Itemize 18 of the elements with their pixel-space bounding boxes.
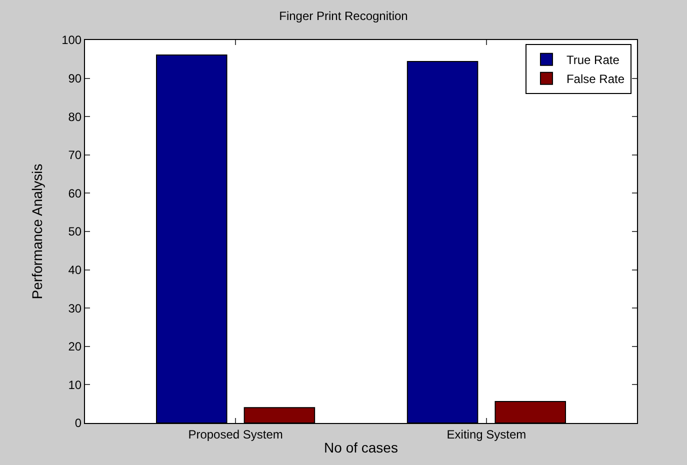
y-tick-label: 30 — [68, 301, 82, 316]
y-tick-label: 90 — [68, 72, 82, 86]
x-tick-label: Exiting System — [446, 427, 526, 442]
y-axis-title: Performance Analysis — [29, 164, 46, 300]
y-tick-label: 0 — [74, 416, 82, 430]
y-tick-label: 50 — [68, 224, 82, 239]
legend-label: False Rate — [566, 72, 625, 86]
y-tick-label: 60 — [68, 186, 82, 200]
y-tick-label: 20 — [68, 340, 82, 354]
chart-title: Finger Print Recognition — [279, 9, 408, 24]
y-tick-label: 100 — [62, 33, 82, 48]
x-axis-title: No of cases — [324, 440, 398, 456]
y-tick-label: 10 — [68, 378, 82, 392]
legend-label: True Rate — [566, 53, 620, 68]
y-tick-label: 70 — [68, 148, 82, 162]
y-tick-label: 40 — [68, 263, 82, 277]
y-tick-label: 80 — [68, 110, 82, 124]
x-tick-label: Proposed System — [188, 427, 283, 442]
